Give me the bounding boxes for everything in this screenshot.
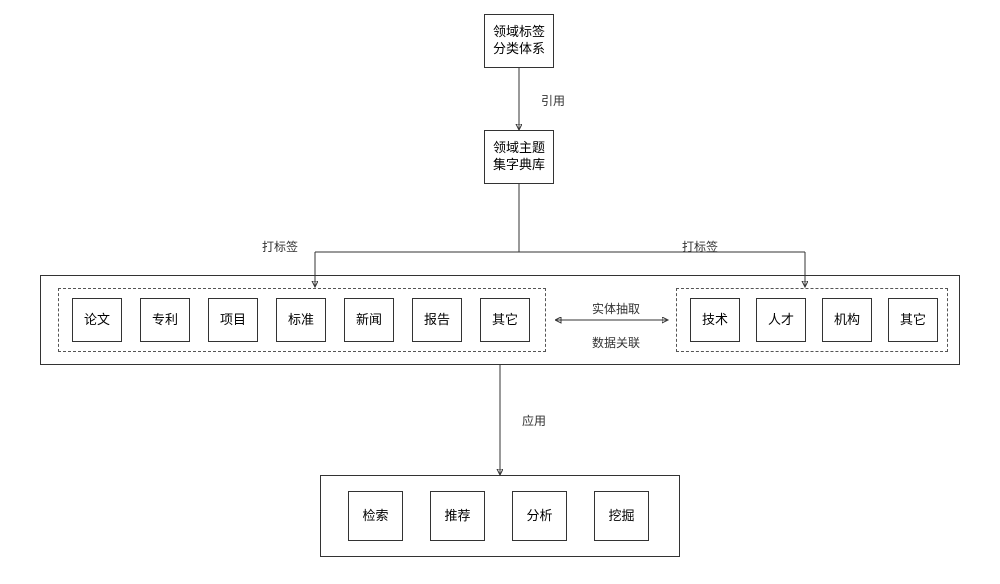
doc-node: 新闻 bbox=[344, 298, 394, 342]
doc-label: 论文 bbox=[84, 312, 110, 329]
entity-node: 技术 bbox=[690, 298, 740, 342]
edge-label-reference: 引用 bbox=[539, 92, 567, 109]
doc-label: 新闻 bbox=[356, 312, 382, 329]
edge-label-tag-right: 打标签 bbox=[680, 238, 720, 255]
app-label: 检索 bbox=[362, 508, 388, 525]
app-node: 检索 bbox=[348, 491, 403, 541]
doc-label: 项目 bbox=[220, 312, 246, 329]
doc-node: 标准 bbox=[276, 298, 326, 342]
app-node: 推荐 bbox=[430, 491, 485, 541]
arrow-label-top: 实体抽取 bbox=[590, 300, 642, 317]
app-label: 挖掘 bbox=[608, 508, 634, 525]
doc-label: 报告 bbox=[424, 312, 450, 329]
entity-label: 其它 bbox=[900, 312, 926, 329]
app-label: 分析 bbox=[526, 508, 552, 525]
node-domain-label-system: 领域标签 分类体系 bbox=[484, 14, 554, 68]
doc-node: 论文 bbox=[72, 298, 122, 342]
entity-node: 人才 bbox=[756, 298, 806, 342]
doc-label: 专利 bbox=[152, 312, 178, 329]
doc-label: 其它 bbox=[492, 312, 518, 329]
app-node: 分析 bbox=[512, 491, 567, 541]
node-domain-dictionary: 领域主题 集字典库 bbox=[484, 130, 554, 184]
entity-node: 其它 bbox=[888, 298, 938, 342]
doc-node: 报告 bbox=[412, 298, 462, 342]
app-node: 挖掘 bbox=[594, 491, 649, 541]
node-text: 领域标签 分类体系 bbox=[493, 24, 545, 58]
edge-label-tag-left: 打标签 bbox=[260, 238, 300, 255]
node-text: 领域主题 集字典库 bbox=[493, 140, 545, 174]
app-label: 推荐 bbox=[444, 508, 470, 525]
edge-label-apply: 应用 bbox=[520, 412, 548, 429]
arrow-label-bottom: 数据关联 bbox=[590, 334, 642, 351]
entity-label: 人才 bbox=[768, 312, 794, 329]
entity-label: 技术 bbox=[702, 312, 728, 329]
entity-label: 机构 bbox=[834, 312, 860, 329]
doc-node: 专利 bbox=[140, 298, 190, 342]
doc-node: 其它 bbox=[480, 298, 530, 342]
doc-node: 项目 bbox=[208, 298, 258, 342]
doc-label: 标准 bbox=[288, 312, 314, 329]
entity-node: 机构 bbox=[822, 298, 872, 342]
